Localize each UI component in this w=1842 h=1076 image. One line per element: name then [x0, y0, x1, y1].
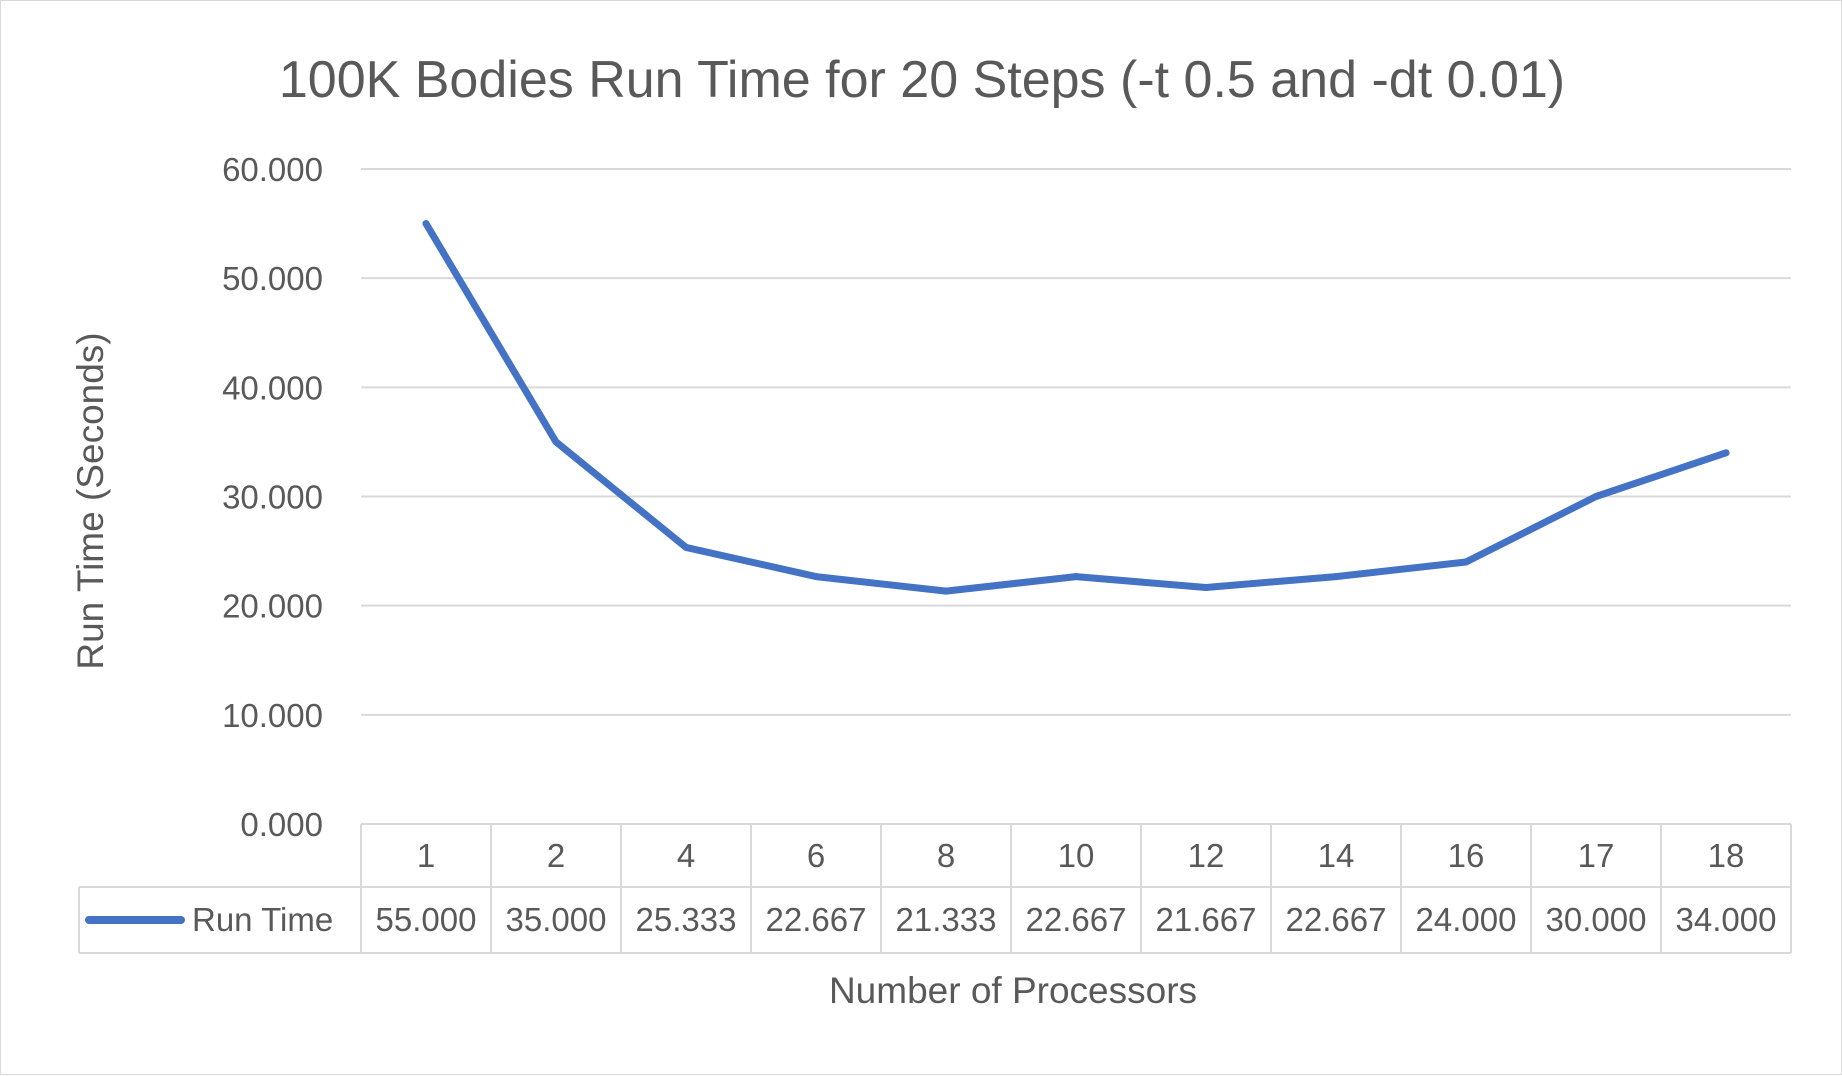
- data-point: [682, 543, 690, 551]
- data-point: [422, 220, 430, 228]
- data-point: [812, 573, 820, 581]
- series-layer: [422, 220, 1730, 595]
- gridlines: [361, 168, 1791, 716]
- y-tick-label: 20.000: [222, 588, 323, 625]
- data-label: 21.667: [1156, 901, 1257, 938]
- data-label: 21.333: [896, 901, 997, 938]
- data-label: 35.000: [506, 901, 607, 938]
- data-label: 30.000: [1546, 901, 1647, 938]
- x-tick-label: 1: [417, 837, 435, 874]
- y-tick-label: 40.000: [222, 369, 323, 406]
- data-label: 25.333: [636, 901, 737, 938]
- data-point: [1072, 573, 1080, 581]
- y-axis-title: Run Time (Seconds): [70, 332, 111, 669]
- x-tick-label: 14: [1318, 837, 1355, 874]
- data-point: [1462, 558, 1470, 566]
- y-tick-label: 30.000: [222, 479, 323, 516]
- data-label: 22.667: [1286, 901, 1387, 938]
- data-point: [1592, 493, 1600, 500]
- chart-title: 100K Bodies Run Time for 20 Steps (-t 0.…: [279, 51, 1565, 109]
- data-point: [1722, 449, 1730, 457]
- x-tick-label: 17: [1578, 837, 1615, 874]
- data-label: 55.000: [376, 901, 477, 938]
- x-tick-label: 2: [547, 837, 565, 874]
- x-tick-label: 10: [1058, 837, 1095, 874]
- data-label: 22.667: [1026, 901, 1127, 938]
- x-tick-label: 12: [1188, 837, 1225, 874]
- y-tick-label: 0.000: [240, 806, 323, 843]
- x-tick-label: 18: [1708, 837, 1745, 874]
- data-label: 22.667: [766, 901, 867, 938]
- x-tick-label: 6: [807, 837, 825, 874]
- x-tick-label: 16: [1448, 837, 1485, 874]
- data-point: [1202, 583, 1210, 591]
- legend-series-name: Run Time: [192, 901, 333, 938]
- data-point: [942, 587, 950, 595]
- data-label: 24.000: [1416, 901, 1517, 938]
- y-tick-label: 60.000: [222, 151, 323, 188]
- x-axis-title: Number of Processors: [829, 970, 1197, 1011]
- y-tick-label: 50.000: [222, 260, 323, 297]
- data-point: [1332, 573, 1340, 581]
- x-tick-label: 4: [677, 837, 695, 874]
- y-tick-label: 10.000: [222, 697, 323, 734]
- y-axis-tick-labels: 0.000 10.000 20.000 30.000 40.000 50.000 60.00…: [222, 151, 323, 843]
- data-label: 34.000: [1676, 901, 1777, 938]
- data-point: [552, 438, 560, 446]
- x-tick-label: 8: [937, 837, 955, 874]
